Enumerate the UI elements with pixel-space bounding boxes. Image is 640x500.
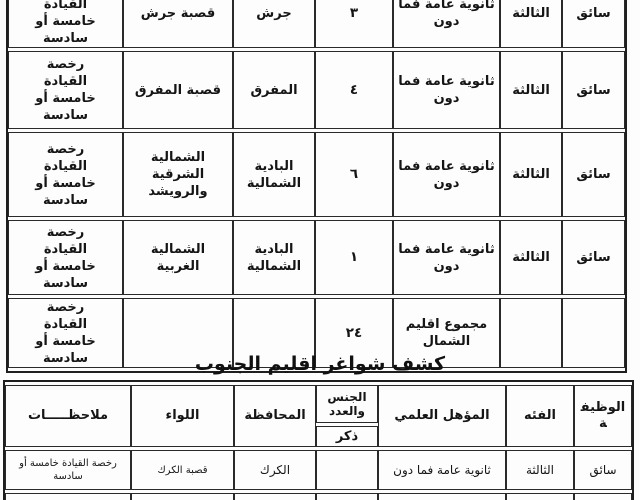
grade-cell: الثالثة: [500, 0, 562, 48]
table-row: سائق الثالثة ثانوية عامة فما دون ٣ جرش ق…: [8, 0, 625, 48]
governorate-cell: جرش: [233, 0, 315, 48]
count-cell: ٣: [315, 0, 393, 48]
header-notes: ملاحظـــــات: [5, 385, 131, 447]
district-cell: الشمالية الشرقية والرويشد: [123, 132, 233, 217]
header-row: الوظيفة الفئه المؤهل العلمي الجنس والعدد…: [5, 385, 632, 447]
job-cell: [562, 298, 625, 368]
region-total-count: ٢٤: [315, 298, 393, 368]
grade-cell: الثالثة: [506, 450, 574, 490]
governorate-cell: المفرق: [233, 51, 315, 129]
table-row: سائق الثالثة ثانوية عامة فما دون ٦ الباد…: [8, 132, 625, 217]
job-cell: سائق: [574, 450, 632, 490]
job-cell: سائق: [562, 51, 625, 129]
header-job: الوظيفة: [574, 385, 632, 447]
header-subrow: ذكر: [5, 426, 632, 447]
job-cell: سائق: [562, 0, 625, 48]
job-cell: سائق: [562, 132, 625, 217]
qualification-cell: [378, 493, 506, 500]
qualification-cell: ثانوية عامة فما دون: [393, 220, 500, 295]
grade-cell: الثالثة: [500, 220, 562, 295]
district-cell: الشمالية الغربية: [123, 220, 233, 295]
district-cell: قصبة الكرك: [131, 450, 234, 490]
job-cell: [574, 493, 632, 500]
qualification-cell: ثانوية عامة فما دون: [393, 0, 500, 48]
governorate-cell: [234, 493, 316, 500]
count-cell: ٤: [315, 51, 393, 129]
table-row: سائق الثالثة ثانوية عامة فما دون ٤ المفر…: [8, 51, 625, 129]
qualification-cell: ثانوية عامة فما دون: [393, 51, 500, 129]
north-region-vacancies-table: سائق الثالثة ثانوية عامة فما دون ٣ جرش ق…: [6, 0, 627, 373]
notes-cell: رخصة القيادة خامسة أو سادسة: [8, 298, 123, 368]
grade-cell: الثالثة: [500, 51, 562, 129]
governorate-cell: [233, 298, 315, 368]
qualification-cell: ثانوية عامة فما دون: [378, 450, 506, 490]
grade-cell: [500, 298, 562, 368]
header-gender-male: ذكر: [316, 426, 378, 447]
notes-cell: رخصة القيادة خامسة أو سادسة: [8, 132, 123, 217]
job-cell: سائق: [562, 220, 625, 295]
header-qualification: المؤهل العلمي: [378, 385, 506, 447]
notes-cell: رخصة القيادة خامسة أو سادسة: [5, 450, 131, 490]
count-cell: [316, 450, 378, 490]
header-grade: الفئه: [506, 385, 574, 447]
governorate-cell: الكرك: [234, 450, 316, 490]
notes-cell: رخصة القيادة خامسة أو سادسة: [8, 0, 123, 48]
district-cell: قصبة المفرق: [123, 51, 233, 129]
total-row: مجموع اقليم الشمال ٢٤ رخصة القيادة خامسة…: [8, 298, 625, 368]
count-cell: ١: [315, 220, 393, 295]
notes-cell: رخصة القيادة خامسة أو سادسة: [8, 220, 123, 295]
qualification-cell: ثانوية عامة فما دون: [393, 132, 500, 217]
table-row-clipped: [5, 493, 632, 500]
south-region-title: كشف شواغر اقليم الجنوب: [194, 353, 446, 375]
governorate-cell: البادية الشمالية: [233, 220, 315, 295]
governorate-cell: البادية الشمالية: [233, 132, 315, 217]
district-cell: [131, 493, 234, 500]
district-cell: قصبة جرش: [123, 0, 233, 48]
region-total-label: مجموع اقليم الشمال: [393, 298, 500, 368]
grade-cell: [506, 493, 574, 500]
header-gender-count: الجنس والعدد: [316, 385, 378, 423]
south-region-vacancies-table: الوظيفة الفئه المؤهل العلمي الجنس والعدد…: [3, 380, 634, 500]
table-row: سائق الثالثة ثانوية عامة فما دون الكرك ق…: [5, 450, 632, 490]
count-cell: ٦: [315, 132, 393, 217]
grade-cell: الثالثة: [500, 132, 562, 217]
header-governorate: المحافظة: [234, 385, 316, 447]
notes-cell: [5, 493, 131, 500]
notes-cell: رخصة القيادة خامسة أو سادسة: [8, 51, 123, 129]
header-district: اللواء: [131, 385, 234, 447]
count-cell: [316, 493, 378, 500]
district-cell: [123, 298, 233, 368]
table-row: سائق الثالثة ثانوية عامة فما دون ١ الباد…: [8, 220, 625, 295]
